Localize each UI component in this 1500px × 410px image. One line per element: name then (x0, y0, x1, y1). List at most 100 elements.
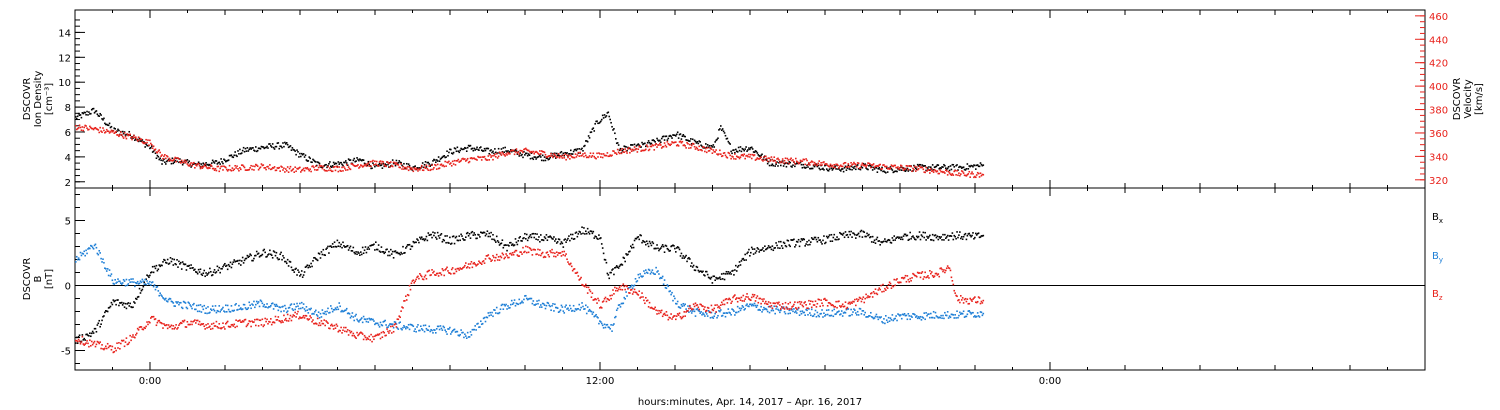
bz-point (265, 320, 267, 323)
bx-point (123, 306, 126, 308)
by-point (147, 282, 149, 285)
bz-point (596, 302, 598, 304)
velocity-point (429, 169, 431, 172)
density-point (240, 152, 243, 154)
bz-point (836, 306, 838, 309)
by-point (269, 306, 271, 308)
density-point (562, 152, 565, 155)
bz-point (743, 300, 746, 302)
bz-point (371, 340, 373, 343)
by-point (511, 303, 514, 306)
bx-point (465, 236, 467, 238)
bx-point (434, 232, 436, 234)
bz-point (762, 300, 764, 303)
by-point (399, 321, 401, 324)
velocity-point (390, 164, 393, 167)
by-point (156, 285, 159, 288)
bz-point (733, 295, 735, 297)
by-point (126, 284, 129, 287)
by-point (832, 315, 835, 318)
density-point (705, 146, 708, 149)
bx-point (514, 238, 517, 240)
bz-point (485, 255, 488, 257)
bz-point (672, 316, 674, 319)
bx-point (397, 252, 400, 255)
bz-point (605, 300, 608, 303)
velocity-point (128, 133, 131, 136)
bx-point (551, 237, 553, 240)
velocity-point (599, 152, 601, 155)
by-point (81, 252, 84, 255)
density-point (543, 156, 546, 158)
velocity-point (923, 171, 926, 173)
density-point (698, 140, 701, 142)
density-point (465, 150, 468, 152)
bx-point (923, 236, 926, 239)
bz-point (518, 255, 521, 257)
bx-point (176, 259, 178, 261)
by-point (977, 315, 980, 317)
bx-point (160, 264, 162, 267)
by-point (856, 310, 859, 313)
bx-point (869, 236, 871, 239)
by-point (407, 323, 410, 326)
bz-point (606, 297, 609, 300)
velocity-point (431, 164, 433, 166)
velocity-point (75, 124, 77, 127)
bz-point (555, 251, 558, 254)
density-point (649, 143, 652, 145)
bx-point (624, 260, 626, 263)
bx-point (485, 233, 488, 235)
density-point (936, 164, 939, 166)
bx-point (780, 245, 783, 247)
bx-point (662, 245, 665, 248)
density-point (162, 159, 164, 162)
velocity-point (468, 160, 471, 163)
density-point (317, 161, 320, 164)
velocity-point (805, 158, 807, 160)
density-point (437, 156, 440, 158)
velocity-point (519, 149, 521, 152)
density-point (863, 163, 866, 166)
velocity-point (252, 165, 254, 167)
bx-point (244, 257, 247, 260)
bx-point (413, 241, 416, 244)
velocity-point (156, 151, 159, 154)
bx-point (831, 240, 834, 243)
bx-point (884, 238, 886, 240)
bx-point (510, 241, 512, 244)
velocity-point (121, 135, 124, 138)
bx-point (524, 232, 526, 235)
bz-point (493, 256, 495, 259)
by-point (749, 303, 751, 306)
bx-point (712, 275, 715, 278)
velocity-point (348, 167, 351, 170)
density-point (355, 160, 357, 162)
by-point (537, 302, 539, 305)
velocity-point (225, 168, 228, 171)
by-point (129, 281, 131, 283)
velocity-point (929, 172, 931, 174)
velocity-point (952, 174, 955, 176)
by-point (236, 309, 238, 311)
by-point (607, 326, 610, 328)
density-point (835, 168, 837, 170)
bz-point (284, 319, 286, 321)
velocity-point (735, 155, 738, 158)
velocity-point (823, 161, 825, 163)
bx-point (212, 271, 215, 273)
bz-point (508, 256, 510, 259)
bz-point (699, 303, 701, 306)
density-point (125, 133, 128, 136)
velocity-point (616, 148, 619, 151)
bz-point (319, 324, 322, 327)
velocity-point (709, 147, 712, 149)
bz-point (810, 306, 813, 309)
density-point (223, 158, 225, 161)
density-point (982, 164, 985, 166)
velocity-point (569, 158, 571, 160)
bx-point (315, 258, 317, 260)
bx-point (930, 238, 932, 241)
by-point (328, 312, 330, 314)
density-point (466, 146, 469, 149)
